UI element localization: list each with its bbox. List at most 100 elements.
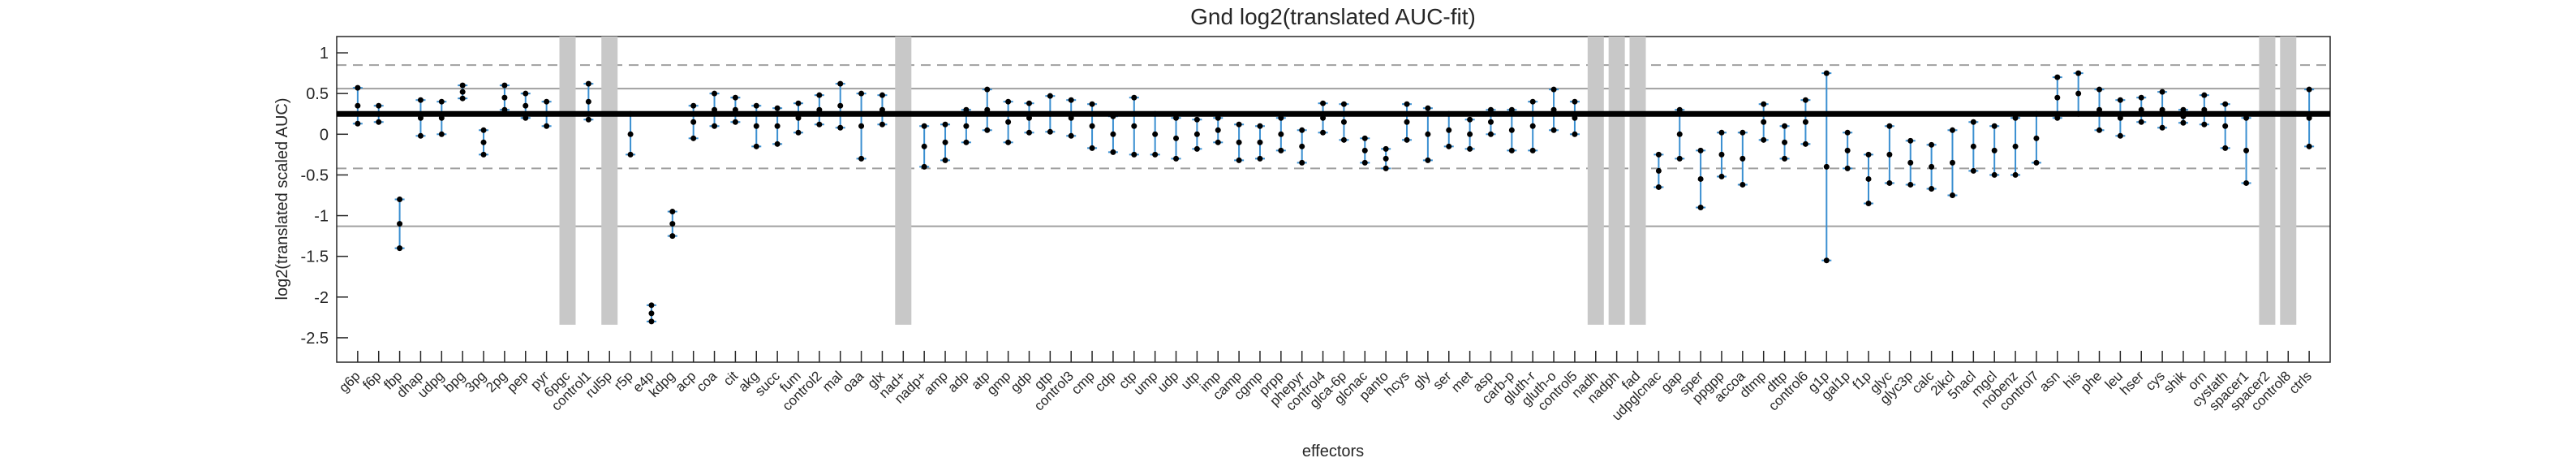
end-point <box>544 123 550 129</box>
data-point <box>1802 119 1808 125</box>
end-point <box>732 119 738 125</box>
y-tick-label: -2 <box>314 289 329 307</box>
data-point <box>858 123 865 129</box>
data-point <box>1991 147 1998 153</box>
end-point <box>1361 135 1368 141</box>
data-point <box>2033 135 2040 141</box>
end-point <box>1299 127 1305 133</box>
end-point <box>1089 101 1095 107</box>
x-tick-label: ctrls <box>2286 368 2314 396</box>
end-point <box>1697 205 1704 211</box>
end-point <box>774 105 781 111</box>
end-point <box>1907 137 1914 144</box>
data-point <box>1718 151 1725 158</box>
end-point <box>2159 124 2165 131</box>
end-point <box>1467 145 1473 152</box>
end-point <box>1299 159 1305 166</box>
end-point <box>1320 129 1327 136</box>
end-point <box>1257 123 1263 129</box>
end-point <box>2096 127 2103 133</box>
data-point <box>837 102 844 109</box>
end-point <box>376 102 382 109</box>
end-point <box>1236 157 1242 163</box>
data-point <box>1697 175 1704 182</box>
end-point <box>523 90 529 97</box>
data-point <box>480 139 487 145</box>
end-point <box>858 90 865 97</box>
end-point <box>1173 155 1180 162</box>
y-tick-label: -2.5 <box>301 330 329 348</box>
end-point <box>1340 136 1347 143</box>
data-point <box>1886 151 1893 158</box>
end-point <box>1782 155 1788 162</box>
end-point <box>712 123 718 129</box>
data-point <box>355 102 361 109</box>
end-point <box>795 129 802 136</box>
data-point <box>1340 119 1347 125</box>
end-point <box>1572 98 1578 105</box>
end-point <box>1929 141 1935 148</box>
end-point <box>774 140 781 147</box>
data-point <box>1383 155 1389 162</box>
data-point <box>1508 127 1515 133</box>
end-point <box>984 86 991 93</box>
end-point <box>837 124 844 131</box>
end-point <box>480 151 487 158</box>
end-point <box>2117 97 2123 103</box>
end-point <box>2180 119 2187 126</box>
end-point <box>942 121 948 127</box>
end-point <box>1047 93 1053 99</box>
end-point <box>879 121 885 127</box>
end-point <box>1361 159 1368 166</box>
end-point <box>942 157 948 163</box>
end-point <box>921 123 927 129</box>
end-point <box>501 82 508 89</box>
end-point <box>1425 105 1431 111</box>
end-point <box>837 80 844 87</box>
end-point <box>1949 127 1955 133</box>
data-point <box>1005 119 1012 125</box>
data-point <box>774 123 781 129</box>
end-point <box>1089 145 1095 151</box>
missing-bar <box>601 37 618 325</box>
data-point <box>585 98 591 105</box>
data-point <box>2054 94 2061 101</box>
end-point <box>1529 147 1536 153</box>
end-point <box>1823 257 1830 264</box>
data-point <box>501 94 508 101</box>
x-tick-label: asn <box>2036 368 2063 395</box>
x-tick-label: hcys <box>1382 368 1413 399</box>
missing-bar <box>1629 37 1646 325</box>
data-point <box>1929 163 1935 170</box>
end-point <box>712 90 718 97</box>
missing-bar <box>2259 37 2276 325</box>
end-point <box>1467 116 1473 123</box>
end-point <box>1529 98 1536 105</box>
y-axis-label: log2(translated scaled AUC) <box>273 97 291 300</box>
end-point <box>1740 129 1746 136</box>
end-point <box>816 121 823 127</box>
data-point <box>1089 123 1095 129</box>
data-point <box>690 119 697 125</box>
end-point <box>2117 132 2123 139</box>
end-point <box>1404 101 1410 107</box>
end-point <box>355 84 361 91</box>
end-point <box>417 97 424 103</box>
end-point <box>1782 123 1788 129</box>
end-point <box>1068 132 1074 139</box>
end-point <box>1676 155 1683 162</box>
data-point <box>963 123 970 129</box>
end-point <box>858 155 865 162</box>
end-point <box>963 139 970 145</box>
x-tick-label: phe <box>2078 368 2105 395</box>
missing-bar <box>2280 37 2297 325</box>
end-point <box>1257 155 1263 162</box>
end-point <box>2096 86 2103 93</box>
end-point <box>732 94 738 101</box>
end-point <box>585 116 591 123</box>
missing-bar <box>1608 37 1625 325</box>
data-point <box>523 102 529 109</box>
end-point <box>1215 139 1221 145</box>
end-point <box>1383 165 1389 171</box>
